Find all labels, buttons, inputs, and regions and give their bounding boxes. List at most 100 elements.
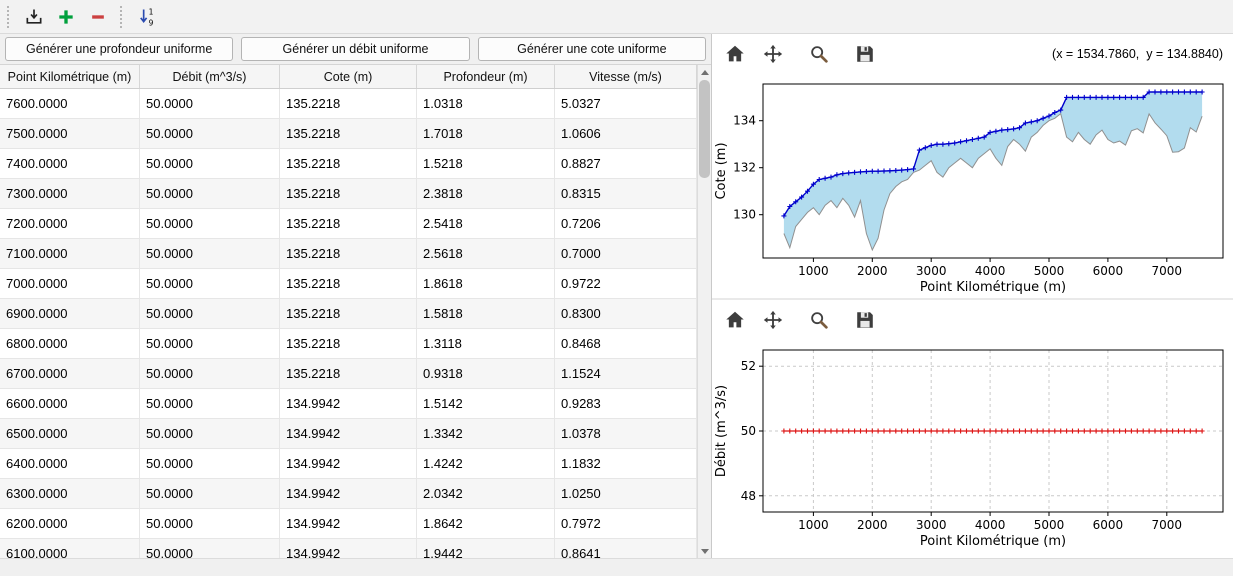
cote-chart[interactable]: 1000 2000 3000 4000 5000 6000 7000 130 132 134 Poi…	[713, 74, 1233, 298]
table-row[interactable]: 6800.0000 50.0000 135.2218 1.3118 0.8468	[0, 329, 711, 359]
remove-icon[interactable]	[85, 4, 111, 30]
table-cell[interactable]: 1.0250	[555, 479, 697, 508]
table-cell[interactable]: 7600.0000	[0, 89, 140, 118]
scrollbar-down-icon[interactable]	[698, 544, 711, 558]
table-cell[interactable]: 7100.0000	[0, 239, 140, 268]
table-cell[interactable]: 0.7000	[555, 239, 697, 268]
table-cell[interactable]: 1.5218	[417, 149, 555, 178]
table-cell[interactable]: 0.9318	[417, 359, 555, 388]
table-row[interactable]: 7300.0000 50.0000 135.2218 2.3818 0.8315	[0, 179, 711, 209]
table-cell[interactable]: 50.0000	[140, 419, 280, 448]
table-row[interactable]: 7600.0000 50.0000 135.2218 1.0318 5.0327	[0, 89, 711, 119]
table-cell[interactable]: 1.8642	[417, 509, 555, 538]
generate-flow-button[interactable]: Générer un débit uniforme	[241, 37, 470, 61]
table-cell[interactable]: 134.9942	[280, 419, 417, 448]
column-header[interactable]: Point Kilométrique (m)	[0, 65, 140, 88]
home-icon[interactable]	[722, 307, 748, 333]
save-icon[interactable]	[852, 307, 878, 333]
add-icon[interactable]	[53, 4, 79, 30]
table-cell[interactable]: 50.0000	[140, 329, 280, 358]
table-cell[interactable]: 135.2218	[280, 179, 417, 208]
scrollbar-thumb[interactable]	[699, 80, 710, 178]
table-cell[interactable]: 1.5142	[417, 389, 555, 418]
table-cell[interactable]: 1.1524	[555, 359, 697, 388]
table-cell[interactable]: 1.0378	[555, 419, 697, 448]
table-scrollbar[interactable]	[697, 65, 711, 558]
table-cell[interactable]: 135.2218	[280, 119, 417, 148]
table-cell[interactable]: 1.5818	[417, 299, 555, 328]
table-cell[interactable]: 50.0000	[140, 359, 280, 388]
table-row[interactable]: 6300.0000 50.0000 134.9942 2.0342 1.0250	[0, 479, 711, 509]
table-cell[interactable]: 50.0000	[140, 299, 280, 328]
table-cell[interactable]: 7400.0000	[0, 149, 140, 178]
table-row[interactable]: 6700.0000 50.0000 135.2218 0.9318 1.1524	[0, 359, 711, 389]
table-row[interactable]: 6100.0000 50.0000 134.9942 1.9442 0.8641	[0, 539, 711, 558]
table-cell[interactable]: 50.0000	[140, 509, 280, 538]
table-cell[interactable]: 0.8641	[555, 539, 697, 558]
table-row[interactable]: 7400.0000 50.0000 135.2218 1.5218 0.8827	[0, 149, 711, 179]
table-cell[interactable]: 134.9942	[280, 509, 417, 538]
table-cell[interactable]: 1.9442	[417, 539, 555, 558]
table-cell[interactable]: 5.0327	[555, 89, 697, 118]
table-cell[interactable]: 6900.0000	[0, 299, 140, 328]
table-cell[interactable]: 0.7206	[555, 209, 697, 238]
table-row[interactable]: 6900.0000 50.0000 135.2218 1.5818 0.8300	[0, 299, 711, 329]
table-cell[interactable]: 6300.0000	[0, 479, 140, 508]
table-cell[interactable]: 135.2218	[280, 329, 417, 358]
table-cell[interactable]: 50.0000	[140, 119, 280, 148]
table-cell[interactable]: 6700.0000	[0, 359, 140, 388]
table-row[interactable]: 7000.0000 50.0000 135.2218 1.8618 0.9722	[0, 269, 711, 299]
toolbar-grip[interactable]	[120, 5, 125, 28]
zoom-icon[interactable]	[806, 41, 832, 67]
column-header[interactable]: Profondeur (m)	[417, 65, 555, 88]
table-cell[interactable]: 134.9942	[280, 479, 417, 508]
table-cell[interactable]: 135.2218	[280, 149, 417, 178]
table-cell[interactable]: 135.2218	[280, 209, 417, 238]
table-row[interactable]: 6600.0000 50.0000 134.9942 1.5142 0.9283	[0, 389, 711, 419]
table-row[interactable]: 6200.0000 50.0000 134.9942 1.8642 0.7972	[0, 509, 711, 539]
table-cell[interactable]: 6800.0000	[0, 329, 140, 358]
table-cell[interactable]: 7500.0000	[0, 119, 140, 148]
import-icon[interactable]	[21, 4, 47, 30]
table-cell[interactable]: 50.0000	[140, 149, 280, 178]
table-cell[interactable]: 134.9942	[280, 539, 417, 558]
table-row[interactable]: 6400.0000 50.0000 134.9942 1.4242 1.1832	[0, 449, 711, 479]
table-cell[interactable]: 134.9942	[280, 449, 417, 478]
table-cell[interactable]: 2.5618	[417, 239, 555, 268]
table-row[interactable]: 6500.0000 50.0000 134.9942 1.3342 1.0378	[0, 419, 711, 449]
table-cell[interactable]: 50.0000	[140, 209, 280, 238]
zoom-icon[interactable]	[806, 307, 832, 333]
column-header[interactable]: Débit (m^3/s)	[140, 65, 280, 88]
table-cell[interactable]: 7300.0000	[0, 179, 140, 208]
table-cell[interactable]: 2.5418	[417, 209, 555, 238]
table-cell[interactable]: 1.0606	[555, 119, 697, 148]
table-cell[interactable]: 135.2218	[280, 269, 417, 298]
table-cell[interactable]: 135.2218	[280, 299, 417, 328]
table-row[interactable]: 7500.0000 50.0000 135.2218 1.7018 1.0606	[0, 119, 711, 149]
table-cell[interactable]: 135.2218	[280, 89, 417, 118]
column-header[interactable]: Cote (m)	[280, 65, 417, 88]
table-cell[interactable]: 2.0342	[417, 479, 555, 508]
table-cell[interactable]: 7000.0000	[0, 269, 140, 298]
table-cell[interactable]: 2.3818	[417, 179, 555, 208]
table-cell[interactable]: 0.8827	[555, 149, 697, 178]
table-cell[interactable]: 1.7018	[417, 119, 555, 148]
table-cell[interactable]: 50.0000	[140, 89, 280, 118]
table-cell[interactable]: 0.8468	[555, 329, 697, 358]
table-row[interactable]: 7100.0000 50.0000 135.2218 2.5618 0.7000	[0, 239, 711, 269]
table-cell[interactable]: 50.0000	[140, 269, 280, 298]
table-cell[interactable]: 0.8315	[555, 179, 697, 208]
column-header[interactable]: Vitesse (m/s)	[555, 65, 697, 88]
table-cell[interactable]: 50.0000	[140, 179, 280, 208]
table-cell[interactable]: 0.8300	[555, 299, 697, 328]
table-row[interactable]: 7200.0000 50.0000 135.2218 2.5418 0.7206	[0, 209, 711, 239]
toolbar-grip[interactable]	[7, 5, 12, 28]
table-cell[interactable]: 6400.0000	[0, 449, 140, 478]
table-cell[interactable]: 6600.0000	[0, 389, 140, 418]
table-cell[interactable]: 50.0000	[140, 539, 280, 558]
table-cell[interactable]: 50.0000	[140, 449, 280, 478]
table-cell[interactable]: 7200.0000	[0, 209, 140, 238]
scrollbar-up-icon[interactable]	[698, 65, 711, 79]
home-icon[interactable]	[722, 41, 748, 67]
